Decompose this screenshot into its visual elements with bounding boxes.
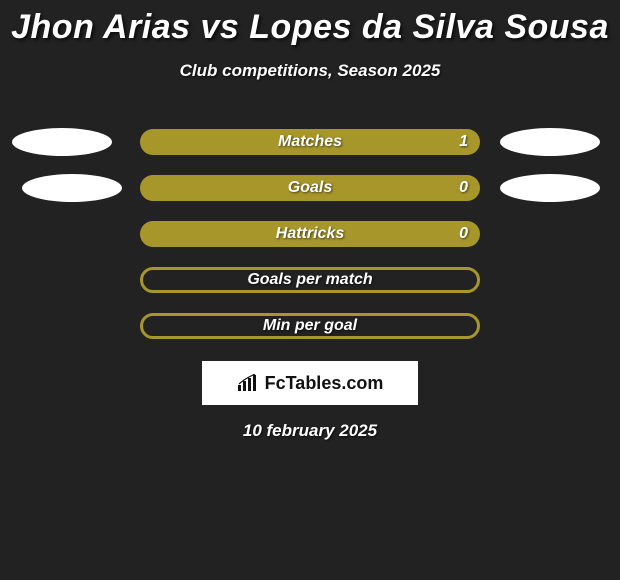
stat-row: Goals per match <box>0 257 620 303</box>
stat-row: Hattricks 0 <box>0 211 620 257</box>
stat-label: Goals per match <box>247 271 372 289</box>
player-marker-right <box>500 174 600 202</box>
player-marker-left <box>22 174 122 202</box>
stat-label: Matches <box>278 133 342 151</box>
player-marker-right <box>500 128 600 156</box>
stat-row: Min per goal <box>0 303 620 349</box>
attribution-logo: FcTables.com <box>202 361 418 405</box>
stat-value: 0 <box>459 225 468 243</box>
stat-bar: Hattricks 0 <box>140 221 480 247</box>
stat-row: Goals 0 <box>0 165 620 211</box>
stat-bar: Goals per match <box>140 267 480 293</box>
page-title: Jhon Arias vs Lopes da Silva Sousa <box>0 0 620 47</box>
stat-value: 0 <box>459 179 468 197</box>
stat-label: Hattricks <box>276 225 344 243</box>
subtitle: Club competitions, Season 2025 <box>0 61 620 81</box>
stat-value: 1 <box>459 133 468 151</box>
stat-bar: Matches 1 <box>140 129 480 155</box>
stat-label: Goals <box>288 179 332 197</box>
stat-bar: Goals 0 <box>140 175 480 201</box>
date-label: 10 february 2025 <box>0 421 620 441</box>
chart-icon <box>237 374 259 392</box>
stat-rows: Matches 1 Goals 0 Hattricks 0 Goals per match M… <box>0 119 620 349</box>
player-marker-left <box>12 128 112 156</box>
stat-bar: Min per goal <box>140 313 480 339</box>
logo-text: FcTables.com <box>265 373 384 394</box>
stat-label: Min per goal <box>263 317 357 335</box>
stat-row: Matches 1 <box>0 119 620 165</box>
